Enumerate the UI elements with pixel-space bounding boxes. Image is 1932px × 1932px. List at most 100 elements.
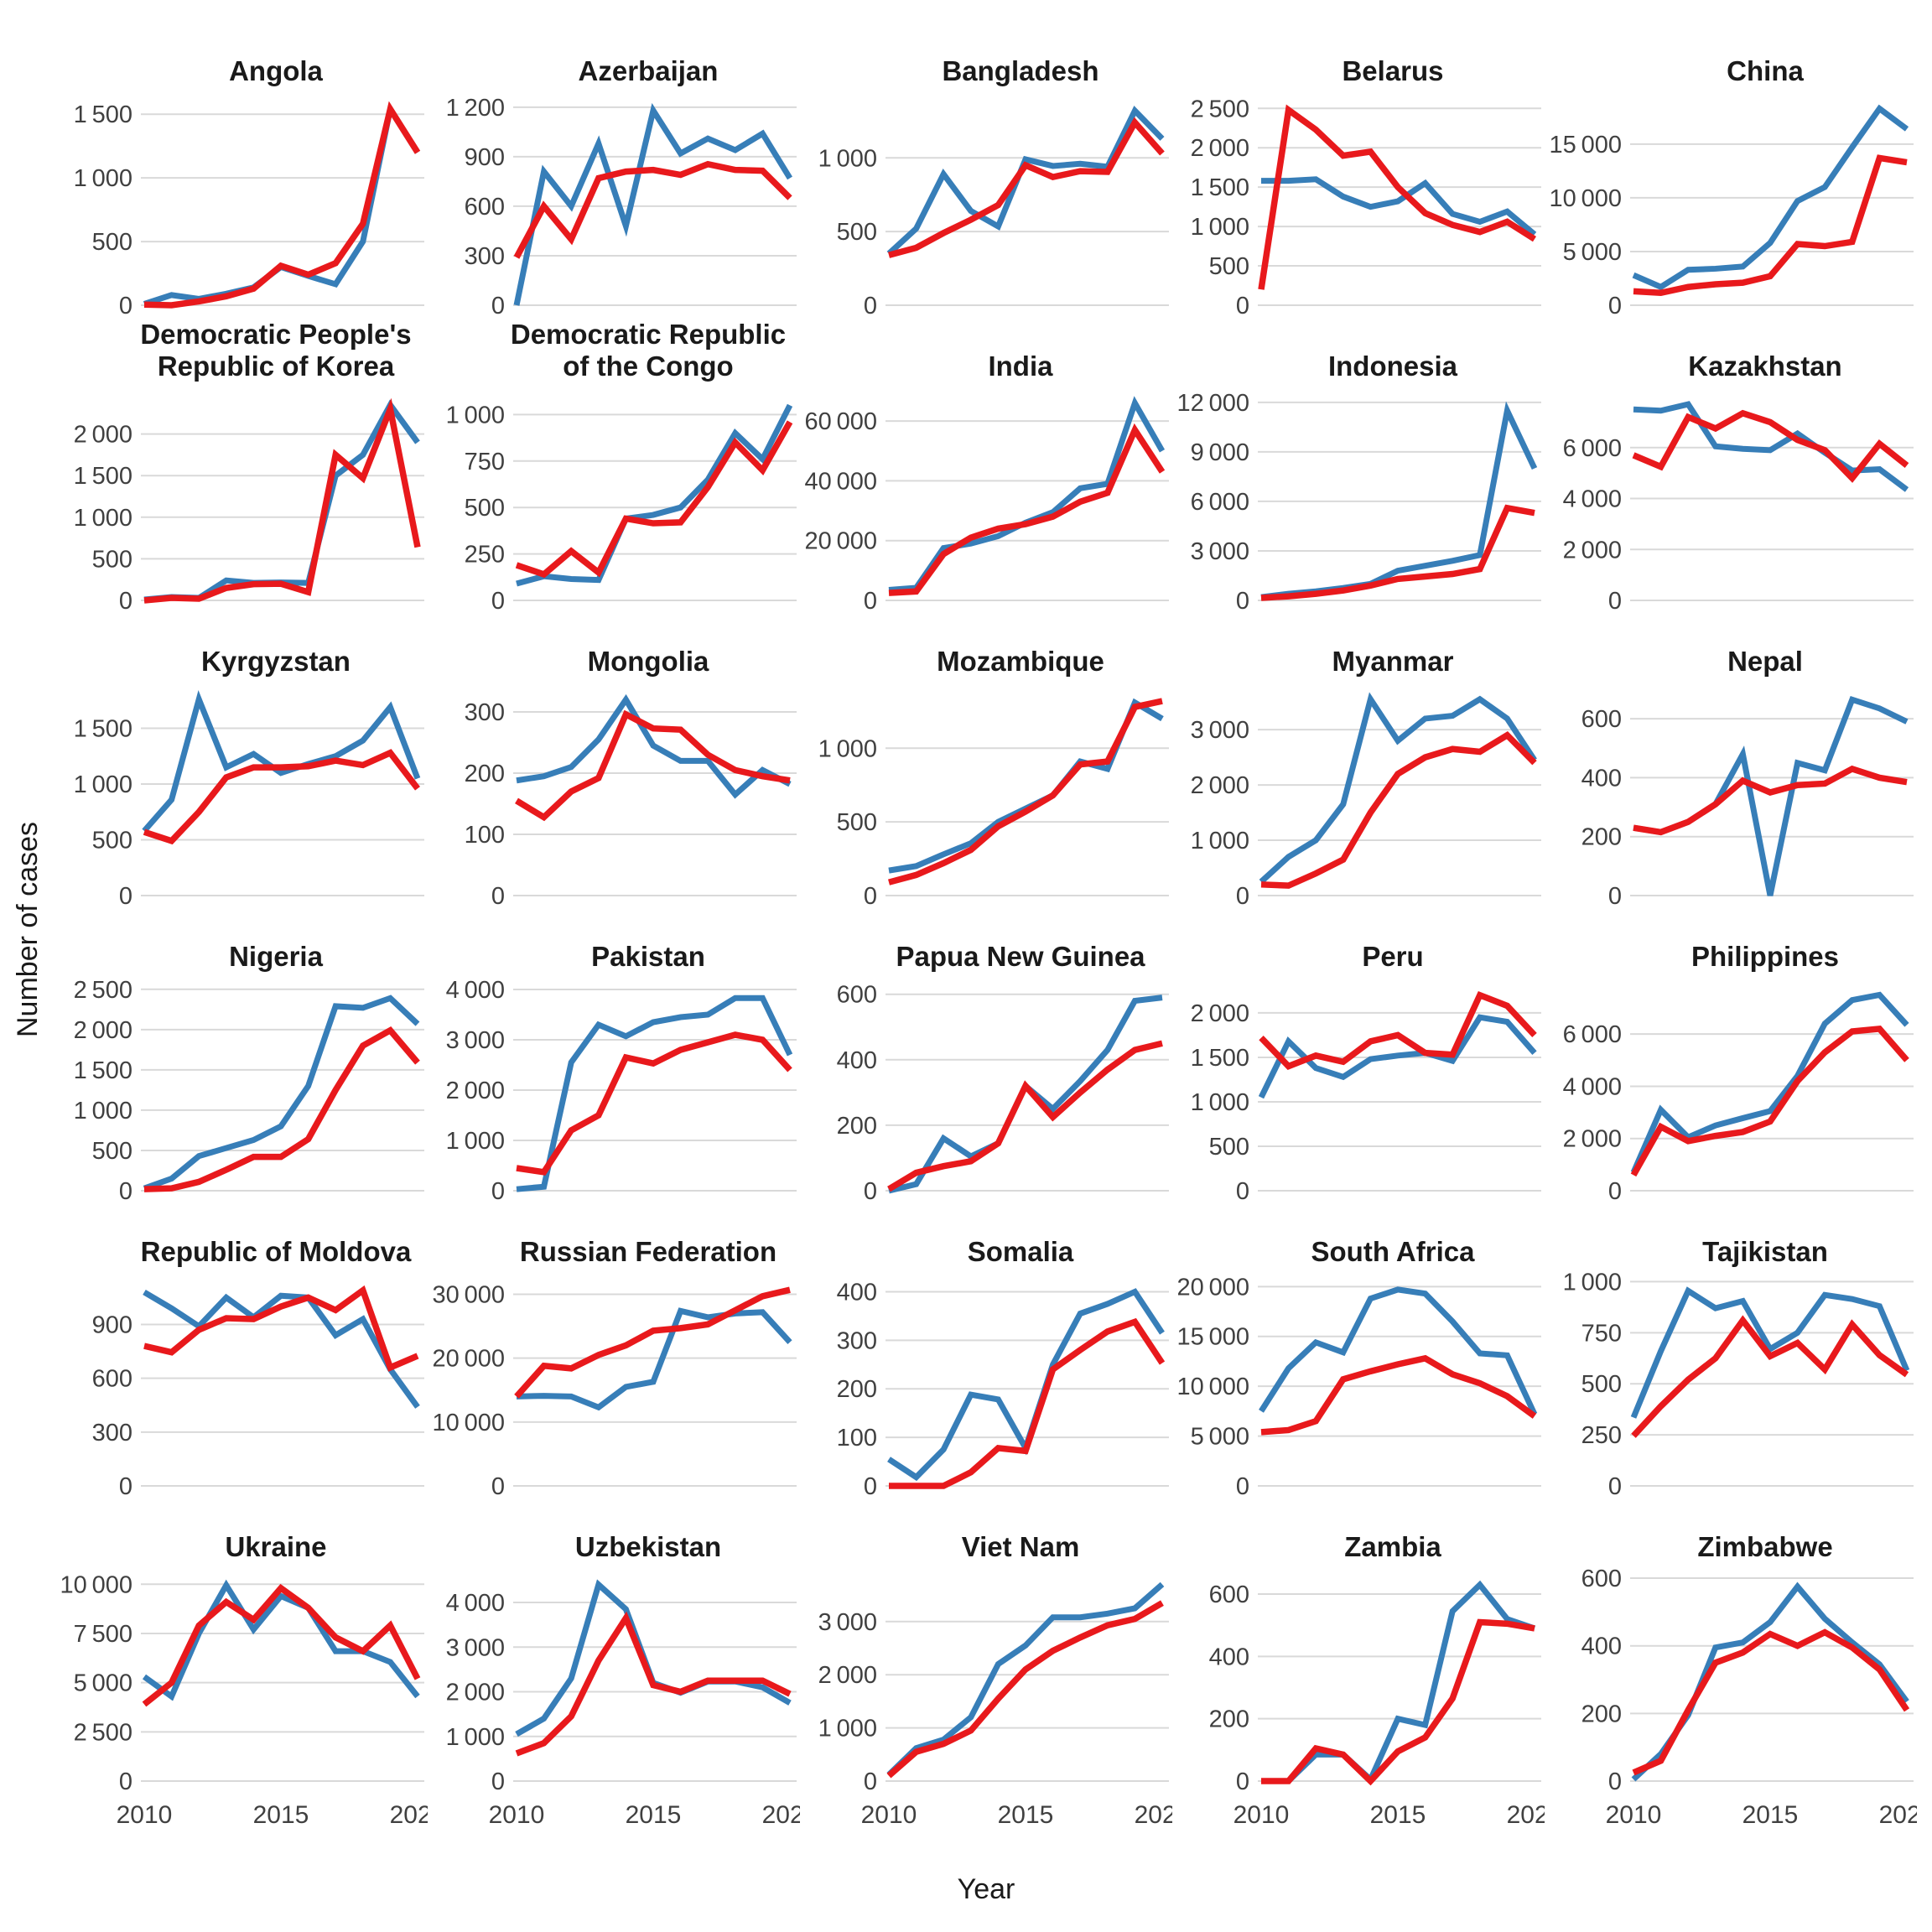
panel-title-philippines: Philippines [1690,941,1840,972]
y-tick-label: 0 [491,883,505,906]
series-red-line [886,1600,1164,1779]
y-tick-label: 0 [1236,883,1249,906]
y-tick-label: 0 [491,293,505,315]
y-tick-label: 2 500 [1191,96,1249,122]
series-red-line [513,160,792,259]
y-tick-label: 20 000 [1177,1274,1249,1301]
panel-nepal: Nepal 0 200 400 600 [1545,610,1917,906]
chart-russian-federation: 0 10 000 20 000 30 000 [433,1282,797,1496]
y-tick-label: 500 [1209,1134,1249,1161]
series-red-line [516,1031,792,1176]
x-axis-title: Year [957,1873,1015,1905]
chart-somalia: 0 100 200 300 400 [837,1279,1169,1496]
y-tick-label: 1 000 [446,402,505,428]
series-red-line [888,423,1166,596]
chart-viet-nam: 0 1 000 2 000 3 000 2010 2015 2020 [818,1581,1172,1829]
y-tick-label: 0 [1608,1768,1622,1795]
y-tick-label: 0 [119,883,132,906]
y-tick-label: 0 [1236,1473,1249,1496]
panel-peru: Peru 0 500 1 000 1 500 2 000 [1172,906,1545,1201]
chart-kyrgyzstan: 0 500 1 000 1 500 [74,689,424,906]
panel-title-zimbabwe: Zimbabwe [1697,1531,1833,1562]
y-tick-label: 600 [1209,1581,1249,1608]
y-tick-label: 300 [465,699,505,726]
y-tick-label: 7 500 [74,1621,132,1648]
panel-india: India 0 20 000 40 000 60 000 [800,315,1172,610]
chart-dprk: 0 500 1 000 1 500 2 000 [74,397,424,610]
series-blue-line [888,396,1166,594]
panel-grid: Angola 0 500 1 000 1 500 Azerbaijan 0 300 600 900… [55,20,1917,1838]
chart-bangladesh: 0 500 1 000 [818,106,1169,315]
y-tick-label: 1 000 [818,145,877,172]
y-tick-label: 1 000 [74,165,132,192]
y-tick-label: 0 [491,588,505,610]
y-tick-label: 1 000 [1191,828,1249,854]
y-tick-label: 10 000 [1177,1374,1249,1400]
y-tick-label: 15 000 [1177,1324,1249,1351]
x-tick-label: 2010 [1606,1801,1662,1829]
y-tick-label: 0 [864,293,877,315]
y-tick-label: 250 [465,542,505,569]
y-tick-label: 1 500 [1191,174,1249,201]
chart-tajikistan: 0 250 500 750 1 000 [1563,1273,1914,1496]
y-tick-label: 1 200 [446,95,505,122]
y-tick-label: 0 [1608,588,1622,610]
x-tick-label: 2015 [626,1801,682,1829]
panel-title-kyrgyzstan: Kyrgyzstan [201,646,351,677]
chart-pakistan: 0 1 000 2 000 3 000 4 000 [446,978,797,1201]
y-tick-label: 500 [1209,253,1249,280]
y-tick-label: 2 000 [74,1017,132,1044]
y-tick-label: 5 000 [1191,1424,1249,1451]
y-tick-label: 2 000 [1191,1000,1249,1027]
chart-republic-of-moldova: 0 300 600 900 [92,1285,424,1496]
panel-title-drc: Democratic Republic of the Congo [510,319,787,382]
y-tick-label: 0 [491,1473,505,1496]
chart-philippines: 0 2 000 4 000 6 000 [1563,991,1914,1201]
chart-myanmar: 0 1 000 2 000 3 000 [1191,692,1541,906]
y-axis-title: Number of cases [11,821,44,1037]
panel-viet-nam: Viet Nam 0 1 000 2 000 3 000 2010 2015 2020 [800,1496,1172,1838]
y-tick-label: 0 [1236,588,1249,610]
chart-drc: 0 250 500 750 1 000 [446,402,797,610]
chart-ukraine: 0 2 500 5 000 7 500 10 000 2010 2015 2020 [60,1571,428,1829]
y-tick-label: 500 [837,219,877,246]
y-tick-label: 600 [465,194,505,221]
panel-title-ukraine: Ukraine [225,1531,327,1562]
series-red-line [1632,409,1909,483]
panel-belarus: Belarus 0 500 1 000 1 500 2 000 2 500 [1172,20,1545,315]
panel-title-dprk: Democratic People's Republic of Korea [140,319,412,382]
series-blue-line [1633,695,1909,896]
y-tick-label: 10 000 [433,1410,505,1436]
series-red-line [143,1285,419,1372]
series-red-line [1630,1026,1909,1177]
panel-title-bangladesh: Bangladesh [942,55,1099,86]
y-tick-label: 600 [1581,706,1622,733]
y-tick-label: 1 000 [818,735,877,762]
y-tick-label: 500 [92,229,132,256]
y-tick-label: 600 [837,982,877,1009]
y-tick-label: 0 [119,1178,132,1201]
series-blue-line [1630,991,1909,1174]
panel-dprk: Democratic People's Republic of Korea 0 50… [55,315,428,610]
y-tick-label: 500 [92,828,132,854]
y-tick-label: 0 [491,1768,505,1795]
y-tick-label: 1 500 [74,1057,132,1084]
y-tick-label: 250 [1581,1422,1622,1449]
y-tick-label: 5 000 [74,1670,132,1697]
y-tick-label: 1 000 [446,1128,505,1155]
series-blue-line [1631,1581,1909,1782]
panel-title-mongolia: Mongolia [587,646,709,677]
panel-myanmar: Myanmar 0 1 000 2 000 3 000 [1172,610,1545,906]
panel-title-azerbaijan: Azerbaijan [578,55,719,86]
y-tick-label: 1 500 [74,463,132,490]
series-red-line [515,709,791,822]
y-tick-label: 6 000 [1563,435,1622,462]
y-tick-label: 1 000 [818,1716,877,1742]
y-tick-label: 0 [1236,1768,1249,1795]
series-red-line [887,1040,1163,1192]
series-red-line [1633,154,1908,297]
y-tick-label: 15 000 [1550,132,1622,158]
panel-nigeria: Nigeria 0 500 1 000 1 500 2 000 2 500 [55,906,428,1201]
series-blue-line [516,995,793,1192]
series-red-line [1631,1315,1909,1438]
